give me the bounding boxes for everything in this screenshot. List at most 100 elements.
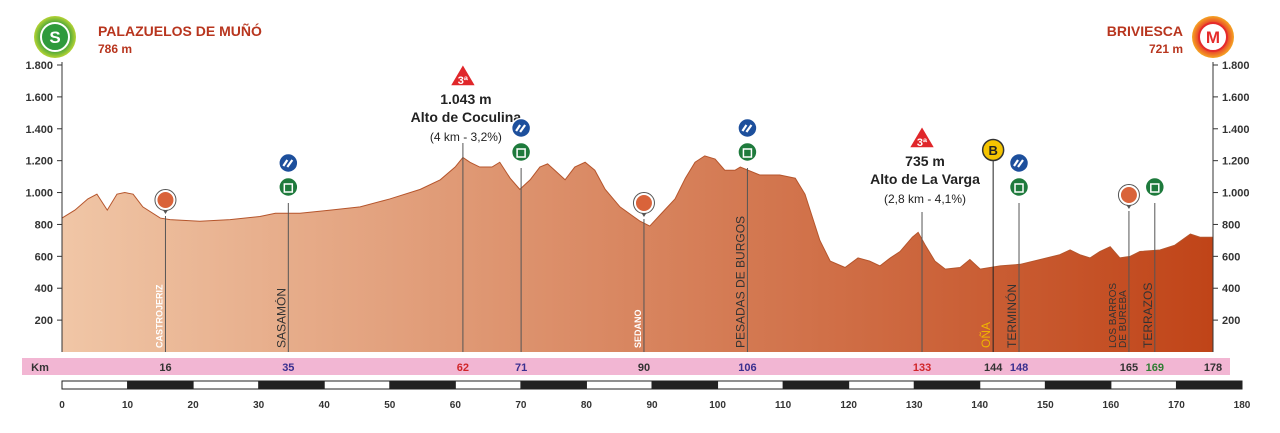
y-tick-label: 400 [35, 283, 53, 295]
y-tick-label: 1.600 [25, 92, 53, 104]
feed-icon-bag [283, 183, 294, 193]
scale-label: 60 [450, 400, 462, 411]
place-name: OÑA [979, 322, 993, 348]
km-bar-value: 144 [984, 362, 1003, 374]
scale-segment [1176, 381, 1242, 389]
scale-segment [258, 381, 325, 389]
climb-category: 3ª [917, 137, 928, 149]
km-bar-value: 35 [282, 362, 294, 374]
km-bar [22, 358, 1230, 375]
feed-icon [1144, 176, 1166, 198]
sprint-icon-mark [1013, 159, 1024, 168]
finish-altitude: 721 m [1149, 42, 1183, 56]
km-bar-value: 16 [159, 362, 171, 374]
feed-icon-bag [1014, 183, 1024, 193]
scale-label: 0 [59, 400, 65, 411]
place-name: PESADAS DE BURGOS [733, 216, 747, 348]
scale-label: 160 [1103, 400, 1120, 411]
feed-icon-bag [742, 148, 753, 158]
scale-segment [652, 381, 718, 389]
climb-badge [448, 62, 478, 87]
climb-badge [907, 124, 937, 149]
y-tick-label: 800 [35, 219, 53, 231]
scale-label: 40 [319, 400, 331, 411]
sprint-icon-mark [741, 124, 753, 133]
scale-segment [520, 381, 587, 389]
place-name: DE BUREBA [1118, 290, 1129, 348]
feed-icon-bag [516, 148, 526, 158]
town-pin [1118, 185, 1139, 205]
climb-altitude: 1.043 m [440, 91, 491, 107]
town-pin-ring [154, 189, 177, 211]
scale-segment [389, 381, 456, 389]
finish-badge-letter: M [1206, 28, 1220, 47]
town-pin-ring [632, 192, 655, 214]
finish-badge [1198, 22, 1228, 52]
start-name: PALAZUELOS DE MUÑÓ [98, 22, 262, 39]
km-bar-value: 169 [1146, 362, 1164, 374]
y-tick-label: 400 [1222, 283, 1240, 295]
start-badge [40, 22, 70, 52]
climb-details: (4 km - 3,2%) [430, 130, 502, 144]
y-tick-label: 1.000 [25, 188, 53, 200]
scale-label: 70 [515, 400, 527, 411]
climb-name: Alto de La Varga [870, 171, 980, 187]
scale-label: 170 [1168, 400, 1185, 411]
km-bar-value: 165 [1120, 362, 1138, 374]
y-tick-label: 1.400 [25, 124, 53, 136]
town-pin [633, 193, 654, 213]
bonus-letter: B [988, 143, 997, 158]
feed-icon [278, 176, 299, 198]
feed-icon [737, 141, 758, 163]
place-name: SASAMÓN [273, 288, 288, 348]
km-bar-label: Km [31, 362, 49, 374]
sprint-icon-mark [282, 159, 294, 168]
sprint-icon [510, 117, 532, 139]
scale-segment [914, 381, 980, 389]
y-tick-label: 1.400 [1222, 124, 1250, 136]
y-tick-label: 600 [1222, 251, 1240, 263]
finish-header: M BRIVIESCA 721 m [1107, 16, 1234, 58]
scale-label: 120 [840, 400, 857, 411]
scale-label: 90 [646, 400, 658, 411]
y-tick-label: 1.800 [25, 60, 53, 72]
y-tick-label: 1.800 [1222, 60, 1250, 72]
km-bar-value: 133 [913, 362, 931, 374]
sprint-icon [278, 152, 299, 174]
place-name: TERMINÓN [1004, 284, 1019, 348]
feed-icon [1008, 176, 1030, 198]
scale-label: 110 [775, 400, 792, 411]
feed-icon [510, 141, 532, 163]
climb-name: Alto de Coculina [411, 109, 522, 125]
sprint-icon [1008, 152, 1030, 174]
elevation-line [61, 155, 1213, 270]
y-tick-label: 800 [1222, 219, 1240, 231]
feed-icon-bag [1150, 183, 1160, 193]
scale-label: 150 [1037, 400, 1054, 411]
km-bar-value: 90 [638, 362, 650, 374]
scale-segment [783, 381, 849, 389]
scale-label: 180 [1234, 400, 1251, 411]
finish-name: BRIVIESCA [1107, 23, 1183, 39]
y-tick-label: 1.200 [1222, 156, 1250, 168]
sprint-icon-mark [515, 124, 527, 133]
y-tick-label: 1.600 [1222, 92, 1250, 104]
km-bar-value: 62 [457, 362, 469, 374]
climb-altitude: 735 m [905, 153, 945, 169]
y-tick-label: 200 [1222, 315, 1240, 327]
town-pin-ring [1117, 184, 1140, 206]
sprint-icon [737, 117, 758, 139]
place-name: SEDANO [633, 309, 643, 348]
scale-label: 80 [581, 400, 593, 411]
scale-segment [1045, 381, 1111, 389]
elevation-area [62, 155, 1213, 352]
km-bar-value: 148 [1010, 362, 1028, 374]
km-bar-value: 178 [1204, 362, 1222, 374]
bonus-icon [981, 138, 1005, 162]
y-tick-label: 200 [35, 315, 53, 327]
town-pin [155, 190, 176, 210]
y-tick-label: 1.000 [1222, 188, 1250, 200]
y-tick-label: 1.200 [25, 156, 53, 168]
scale-label: 20 [188, 400, 200, 411]
